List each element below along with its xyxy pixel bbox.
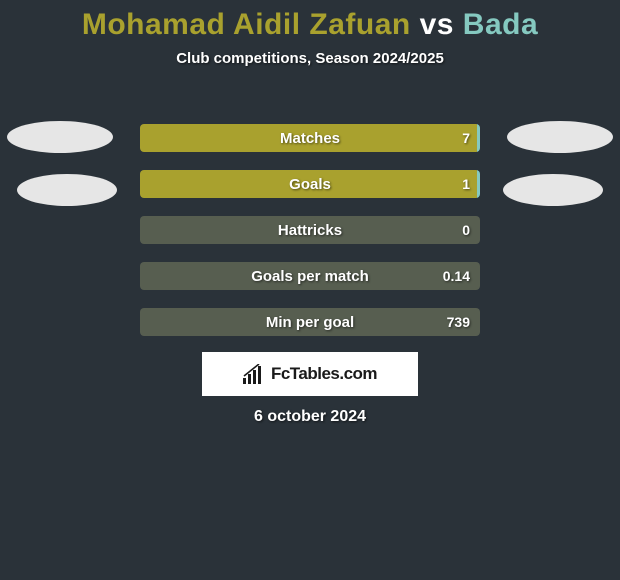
fctables-logo-icon bbox=[243, 364, 265, 384]
bar-segment-left bbox=[140, 124, 477, 152]
bar-segment-left bbox=[140, 170, 477, 198]
bar-segment-right bbox=[477, 170, 480, 198]
bar-row: Matches7 bbox=[140, 124, 480, 152]
player2-avatar-placeholder bbox=[507, 121, 613, 153]
bar-row: Min per goal739 bbox=[140, 308, 480, 336]
player2-club-avatar-placeholder bbox=[503, 174, 603, 206]
logo-text: FcTables.com bbox=[271, 364, 377, 384]
subtitle: Club competitions, Season 2024/2025 bbox=[0, 50, 620, 67]
bar-segment-left bbox=[140, 216, 310, 244]
player1-avatar-placeholder bbox=[7, 121, 113, 153]
logo-box: FcTables.com bbox=[202, 352, 418, 396]
date-text: 6 october 2024 bbox=[0, 408, 620, 426]
bar-segment-right bbox=[477, 124, 480, 152]
title-vs: vs bbox=[420, 8, 454, 41]
page-title: Mohamad Aidil Zafuan vs Bada bbox=[0, 0, 620, 42]
title-player2: Bada bbox=[463, 8, 538, 41]
bar-segment-left bbox=[140, 308, 310, 336]
bar-segment-left bbox=[140, 262, 310, 290]
bar-row: Hattricks0 bbox=[140, 216, 480, 244]
bar-row: Goals1 bbox=[140, 170, 480, 198]
bar-segment-right bbox=[310, 308, 480, 336]
bar-segment-right bbox=[310, 262, 480, 290]
comparison-bars: Matches7 Goals1 Hattricks0 Goals per match0… bbox=[140, 124, 480, 354]
title-player1: Mohamad Aidil Zafuan bbox=[82, 8, 411, 41]
bar-segment-right bbox=[310, 216, 480, 244]
bar-row: Goals per match0.14 bbox=[140, 262, 480, 290]
player1-club-avatar-placeholder bbox=[17, 174, 117, 206]
